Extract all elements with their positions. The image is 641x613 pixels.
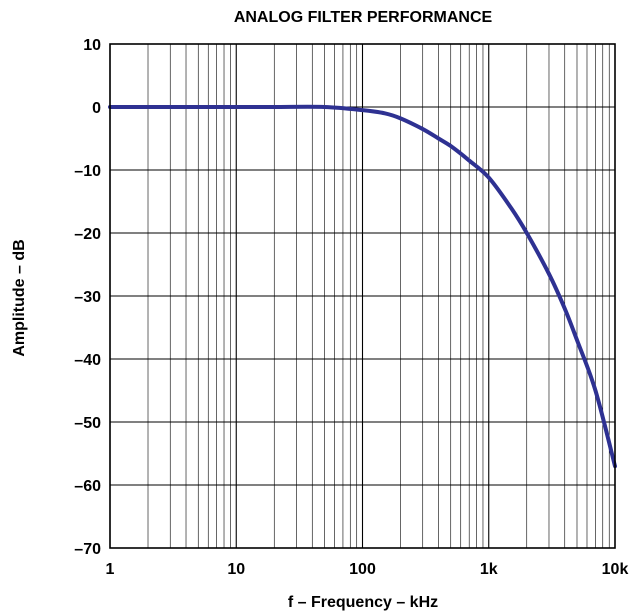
plot-frame (109, 43, 616, 549)
x-tick-label: 1 (106, 561, 115, 578)
x-tick-label: 10k (602, 561, 629, 578)
series-line-0 (108, 104, 617, 469)
x-axis-label: f – Frequency – kHz (288, 594, 438, 611)
y-tick-label: –50 (74, 415, 101, 432)
y-tick-label: –60 (74, 478, 101, 495)
y-tick-label: 10 (83, 37, 101, 54)
series-layer (108, 104, 617, 469)
y-tick-label: –40 (74, 352, 101, 369)
chart-title: ANALOG FILTER PERFORMANCE (234, 9, 493, 26)
y-tick-label: –30 (74, 289, 101, 306)
grid (109, 43, 615, 549)
y-axis-label: Amplitude – dB (11, 239, 28, 356)
y-tick-label: –70 (74, 541, 101, 558)
y-tick-label: 0 (92, 100, 101, 117)
x-tick-label: 1k (480, 561, 498, 578)
y-tick-label: –20 (74, 226, 101, 243)
x-tick-label: 10 (227, 561, 245, 578)
x-tick-label: 100 (349, 561, 376, 578)
y-tick-label: –10 (74, 163, 101, 180)
